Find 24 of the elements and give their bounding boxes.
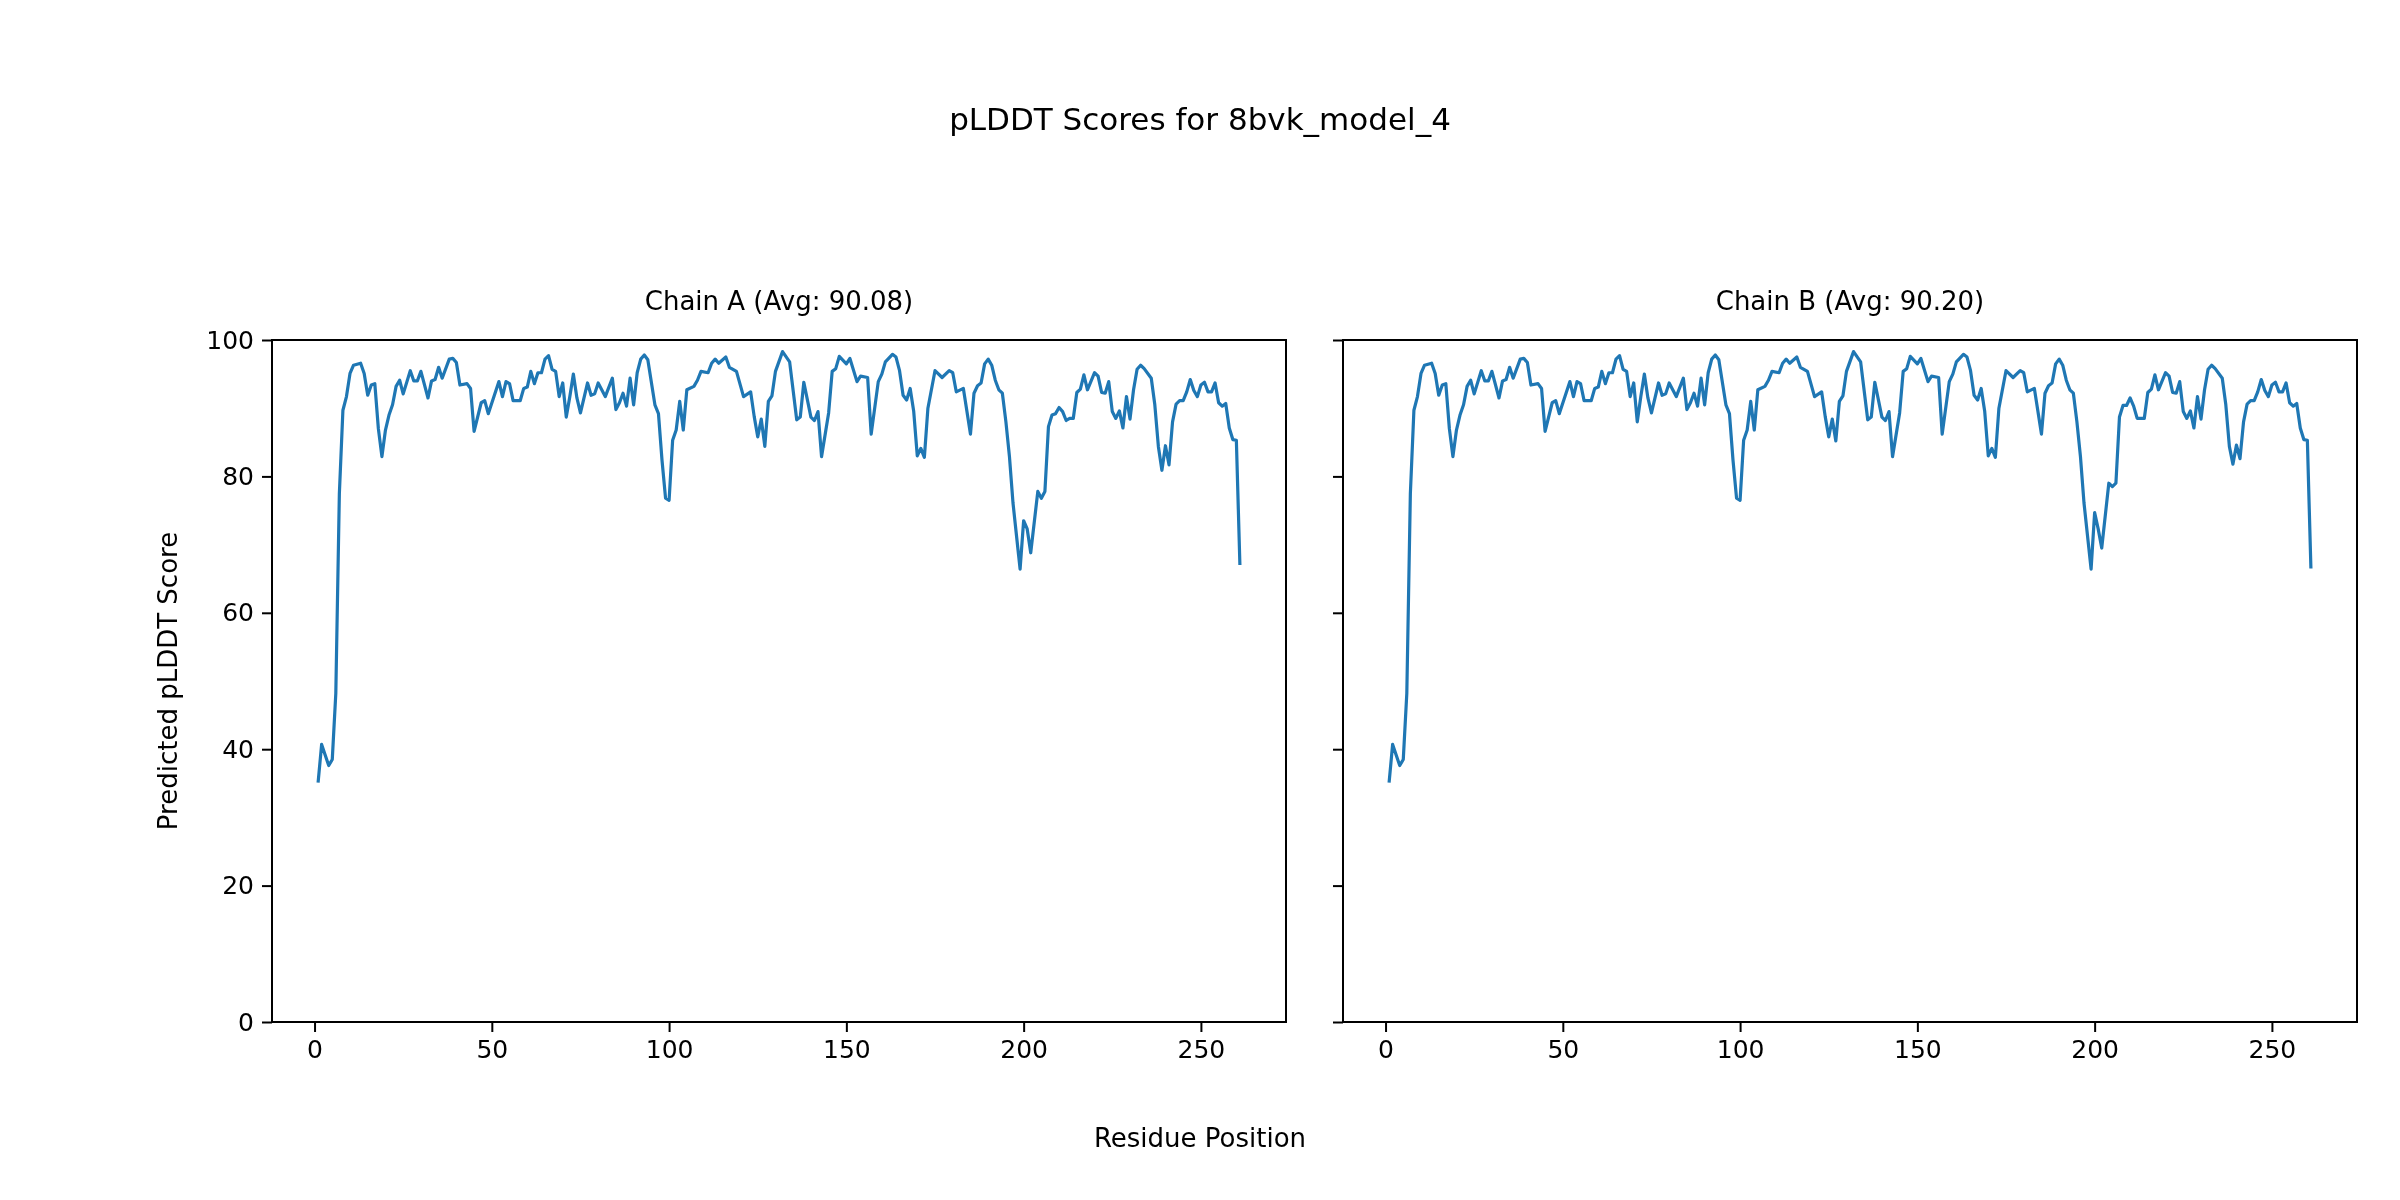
x-tick-label: 50 bbox=[1547, 1034, 1580, 1064]
x-tick-label: 200 bbox=[1000, 1034, 1048, 1064]
x-tick-label: 0 bbox=[1378, 1034, 1394, 1064]
text: pLDDT Scores for 8bvk_model_4 bbox=[949, 101, 1451, 137]
x-tick-label: 200 bbox=[2071, 1034, 2119, 1064]
x-tick-label: 100 bbox=[645, 1034, 694, 1064]
y-tick-label: 80 bbox=[222, 461, 254, 491]
y-tick-label: 20 bbox=[222, 871, 254, 901]
y-tick-label: 40 bbox=[222, 734, 254, 764]
x-tick-label: 150 bbox=[1894, 1034, 1942, 1064]
x-tick-label: 150 bbox=[823, 1034, 871, 1064]
y-axis-title: Predicted pLDDT Score bbox=[153, 531, 183, 831]
y-tick-label: 0 bbox=[238, 1007, 254, 1037]
chart-title: Chain A (Avg: 90.08) bbox=[644, 286, 914, 316]
x-tick-label: 250 bbox=[2248, 1034, 2297, 1064]
chart-title: Chain B (Avg: 90.20) bbox=[1715, 286, 1985, 316]
y-tick-label: 60 bbox=[222, 598, 254, 628]
y-tick-label: 100 bbox=[206, 325, 254, 355]
x-tick-label: 250 bbox=[1177, 1034, 1226, 1064]
x-tick-label: 100 bbox=[1716, 1034, 1765, 1064]
x-tick-label: 50 bbox=[476, 1034, 509, 1064]
x-tick-label: 0 bbox=[307, 1034, 323, 1064]
x-axis-title: Residue Position bbox=[1093, 1123, 1307, 1153]
line-series bbox=[316, 349, 1242, 785]
